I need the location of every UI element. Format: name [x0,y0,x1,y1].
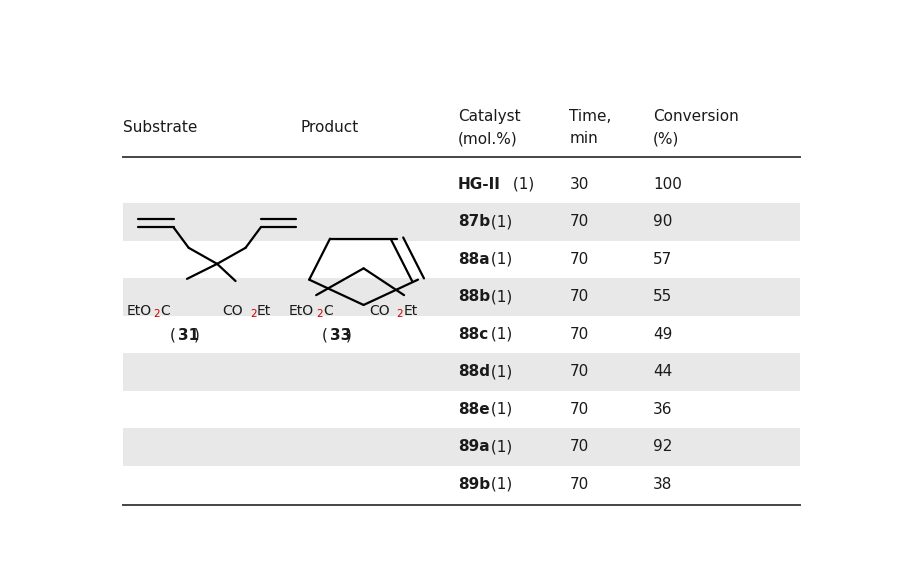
Text: 70: 70 [570,252,589,267]
Text: HG-II: HG-II [458,177,500,192]
Text: 57: 57 [653,252,672,267]
Text: (1): (1) [486,364,512,379]
Text: (mol.%): (mol.%) [458,131,518,146]
Text: 44: 44 [653,364,672,379]
Text: 55: 55 [653,289,672,304]
Text: (1): (1) [486,477,512,492]
Text: (1): (1) [508,177,535,192]
Text: 70: 70 [570,477,589,492]
Text: 90: 90 [653,215,672,230]
Text: (%): (%) [653,131,680,146]
Text: 88d: 88d [458,364,490,379]
Text: 30: 30 [570,177,589,192]
Text: 36: 36 [653,402,672,417]
Bar [123,278,799,316]
Text: (1): (1) [486,440,512,455]
Text: (1): (1) [486,289,512,304]
Text: 2: 2 [316,309,323,320]
Text: Catalyst: Catalyst [458,109,520,124]
Text: 70: 70 [570,215,589,230]
Text: CO: CO [222,304,243,318]
Text: 92: 92 [653,440,672,455]
Text: (: ( [322,328,328,343]
Text: 88c: 88c [458,327,488,342]
Text: 70: 70 [570,402,589,417]
Text: 89a: 89a [458,440,490,455]
Text: min: min [570,131,599,146]
Bar [123,353,799,391]
Text: 88a: 88a [458,252,490,267]
Text: CO: CO [369,304,390,318]
Text: ): ) [194,328,200,343]
Bar [123,203,799,241]
Text: 33: 33 [330,328,351,343]
Text: C: C [323,304,333,318]
Text: Time,: Time, [570,109,612,124]
Text: Substrate: Substrate [123,120,197,135]
Text: Conversion: Conversion [653,109,739,124]
Text: 70: 70 [570,364,589,379]
Text: (1): (1) [486,215,512,230]
Text: (1): (1) [486,327,512,342]
Text: 49: 49 [653,327,672,342]
Text: 89b: 89b [458,477,490,492]
Text: 70: 70 [570,440,589,455]
Text: 87b: 87b [458,215,490,230]
Text: Product: Product [301,120,359,135]
Text: 31: 31 [178,328,199,343]
Text: 70: 70 [570,327,589,342]
Text: 2: 2 [250,309,256,320]
Text: 88e: 88e [458,402,490,417]
Text: (: ( [170,328,176,343]
Text: (1): (1) [486,252,512,267]
Text: 70: 70 [570,289,589,304]
Text: ): ) [346,328,352,343]
Text: 38: 38 [653,477,672,492]
Text: EtO: EtO [126,304,151,318]
Text: Et: Et [256,304,271,318]
Text: 2: 2 [154,309,160,320]
Bar [123,428,799,466]
Text: 2: 2 [396,309,403,320]
Text: EtO: EtO [289,304,314,318]
Text: 88b: 88b [458,289,490,304]
Text: 100: 100 [653,177,682,192]
Text: C: C [160,304,170,318]
Text: Et: Et [403,304,418,318]
Text: (1): (1) [486,402,512,417]
